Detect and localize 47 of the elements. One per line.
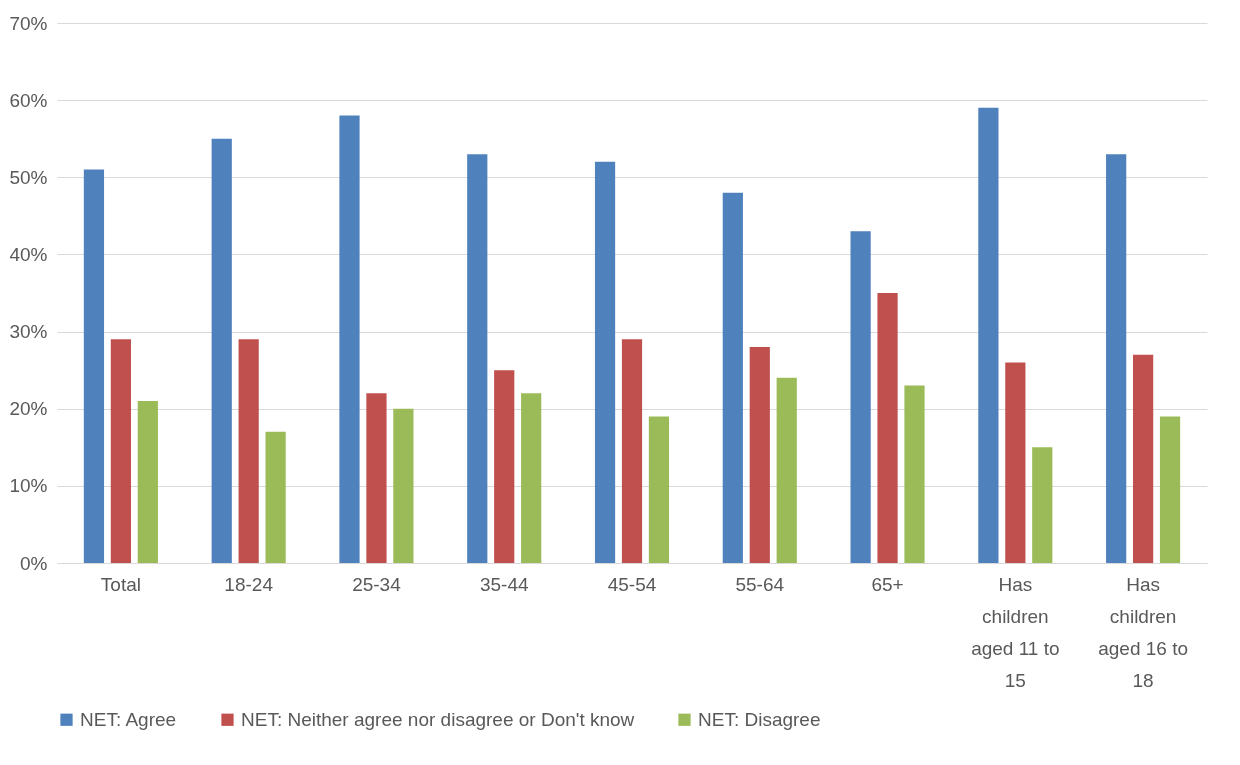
y-tick-label: 70%: [9, 12, 48, 34]
x-tick-label: 45-54: [607, 573, 657, 595]
bar: [494, 370, 515, 563]
bar: [1159, 416, 1181, 563]
legend-label: NET: Agree: [80, 708, 177, 730]
y-tick-label: 40%: [9, 243, 48, 265]
y-tick-label: 50%: [9, 166, 48, 188]
bar: [877, 293, 898, 563]
x-tick-label: Total: [100, 573, 141, 595]
bar: [1106, 154, 1127, 563]
bar: [776, 377, 797, 563]
bar: [110, 339, 131, 563]
bar: [904, 385, 925, 563]
x-tick-label: 18-24: [224, 573, 274, 595]
y-tick-label: 20%: [9, 398, 48, 420]
x-tick-label: Has children aged 11 to 15: [971, 573, 1060, 691]
bar: [722, 192, 743, 563]
bar: [850, 231, 871, 563]
legend-label: NET: Disagree: [698, 708, 821, 730]
bar: [211, 138, 232, 563]
bar: [1032, 447, 1053, 563]
legend-label: NET: Neither agree nor disagree or Don't know: [241, 708, 635, 730]
bar: [393, 408, 414, 563]
bar: [1005, 362, 1026, 563]
bar: [521, 393, 542, 563]
y-tick-label: 30%: [9, 321, 48, 343]
bar: [83, 169, 105, 563]
bar: [238, 339, 259, 563]
x-tick-label: 25-34: [352, 573, 402, 595]
bar: [648, 416, 670, 563]
bar: [621, 339, 643, 563]
bar: [366, 393, 387, 563]
bar: [467, 154, 488, 563]
y-tick-label: 10%: [9, 475, 48, 497]
bar: [749, 347, 770, 563]
bar: [594, 161, 616, 563]
x-tick-label: 55-64: [735, 573, 785, 595]
x-tick-label: Has children aged 16 to 18: [1098, 573, 1189, 691]
x-tick-label: 65+: [871, 573, 904, 595]
bar: [137, 401, 158, 563]
y-tick-label: 0%: [20, 552, 48, 574]
bar: [265, 431, 286, 563]
y-tick-label: 60%: [9, 89, 48, 111]
bar: [978, 107, 999, 563]
x-tick-label: 35-44: [479, 573, 529, 595]
bar: [339, 115, 360, 563]
bar: [1133, 354, 1154, 563]
